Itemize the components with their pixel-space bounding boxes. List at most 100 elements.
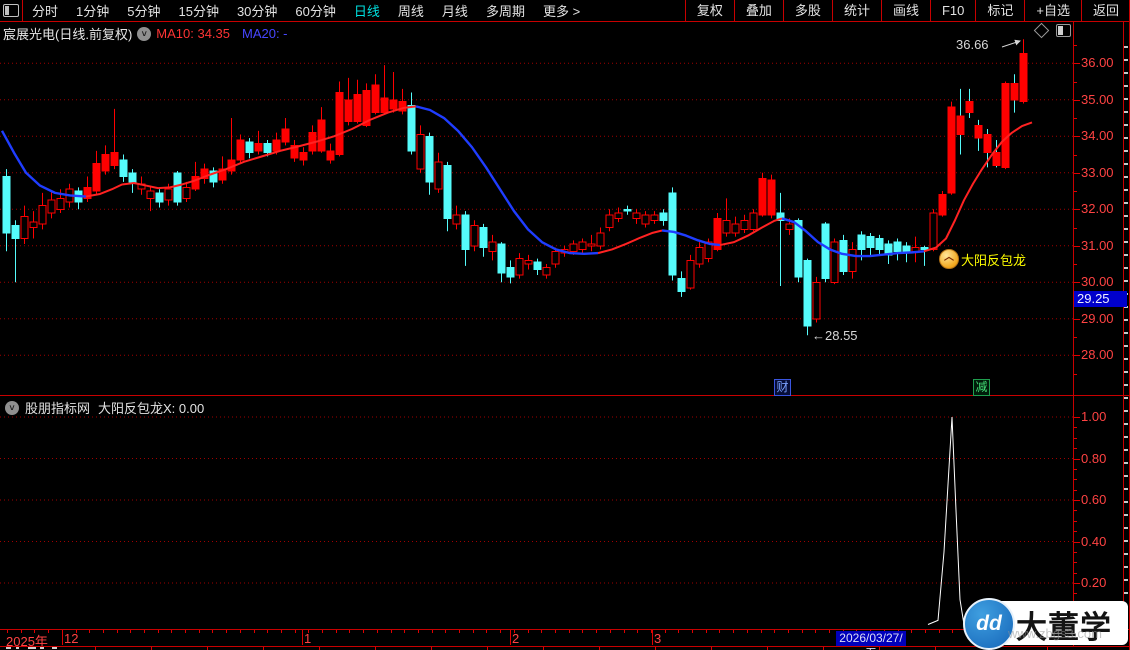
edge-strip-mark (1124, 553, 1128, 555)
sliver-tick (879, 647, 880, 650)
edge-separator (1123, 21, 1124, 629)
toolbar-button[interactable]: 标记 (975, 0, 1024, 21)
main-chart-canvas[interactable] (0, 21, 1075, 395)
indicator-tick-label: 1.00 (1081, 409, 1107, 424)
axis-separator (1073, 21, 1074, 646)
period-tab[interactable]: 日线 (353, 4, 380, 19)
date-tick (432, 630, 433, 633)
price-tick-label: 35.00 (1081, 91, 1114, 107)
edge-strip-mark (1124, 202, 1128, 204)
edge-strip-mark (1124, 345, 1128, 347)
period-tab[interactable]: 月线 (441, 4, 468, 19)
toolbar-button[interactable]: 叠加 (733, 0, 783, 21)
indicator-value: 大阳反包龙X: 0.00 (98, 401, 205, 416)
period-tab[interactable]: 周线 (397, 4, 424, 19)
edge-strip-mark (1124, 592, 1128, 594)
reduce-badge: 减 (973, 379, 990, 396)
edge-strip-mark (1124, 501, 1128, 503)
chevron-down-icon[interactable]: ˅ (5, 400, 19, 415)
date-tick (103, 630, 104, 633)
date-tick (281, 630, 282, 633)
toolbar-button[interactable]: 统计 (831, 0, 881, 21)
edge-strip-mark (1124, 319, 1128, 321)
period-tab[interactable]: 5分钟 (127, 4, 161, 19)
window-layout-button[interactable] (0, 0, 23, 21)
price-tick-label: 36.00 (1081, 55, 1114, 71)
date-tick (459, 630, 460, 633)
toolbar-button[interactable]: 返回 (1080, 0, 1130, 21)
price-minor-tick (1074, 373, 1077, 375)
price-tick-label: 32.00 (1081, 201, 1114, 217)
period-tab[interactable]: 1分钟 (76, 4, 110, 19)
period-tab[interactable]: 30分钟 (236, 4, 278, 19)
date-tick (240, 630, 241, 633)
date-tick (171, 630, 172, 633)
price-minor-tick (1074, 45, 1077, 47)
date-tick (555, 630, 556, 633)
period-tab[interactable]: 15分钟 (178, 4, 219, 19)
sliver-tick (375, 647, 376, 650)
date-tick (212, 630, 213, 633)
edge-strip-mark (1124, 124, 1128, 126)
period-tab[interactable]: 更多 > (542, 4, 581, 19)
date-tick (610, 630, 611, 633)
toolbar-button[interactable]: 复权 (684, 0, 734, 21)
month-label: 1 (304, 631, 312, 646)
period-tab[interactable]: 60分钟 (295, 4, 336, 19)
date-tick (254, 630, 255, 633)
date-tick (692, 630, 693, 633)
date-tick (199, 630, 200, 633)
price-tick (1074, 136, 1080, 138)
date-tick (651, 630, 652, 633)
price-tick-label: 29.00 (1081, 310, 1114, 326)
date-tick (541, 630, 542, 633)
ma10-value: MA10: 34.35 (156, 26, 230, 41)
date-tick (925, 630, 926, 633)
edge-strip-mark (1124, 189, 1128, 191)
date-tick (829, 630, 830, 633)
month-label: 12 (64, 631, 79, 646)
indicator-chart-canvas[interactable] (0, 395, 1075, 629)
toolbar-button[interactable]: 多股 (782, 0, 832, 21)
indicator-minor-tick (1074, 448, 1077, 450)
date-tick (911, 630, 912, 633)
chevron-down-icon[interactable]: ˅ (137, 26, 152, 41)
period-tab[interactable]: 多周期 (485, 4, 525, 19)
sliver-tick (319, 647, 320, 650)
price-minor-tick (1074, 154, 1077, 156)
edge-strip-mark (1124, 436, 1128, 438)
edge-strip-mark (1124, 150, 1128, 152)
date-tick (952, 630, 953, 633)
indicator-minor-tick (1074, 489, 1077, 491)
indicator-minor-tick (1074, 551, 1077, 553)
indicator-tick-label: 0.60 (1081, 492, 1107, 507)
date-tick (569, 630, 570, 633)
date-tick (637, 630, 638, 633)
price-tick (1074, 172, 1080, 174)
date-tick (445, 630, 446, 633)
split-pane-icon (3, 4, 19, 17)
indicator-tick-label: 0.20 (1081, 575, 1107, 590)
date-axis-border (0, 629, 1130, 630)
toolbar-button[interactable]: 画线 (880, 0, 930, 21)
toolbar-menu: 复权 叠加 多股 统计 画线 F10 标记 +自选 返回 (684, 0, 1130, 21)
indicator-tick (1074, 458, 1080, 460)
edge-strip-mark (1124, 462, 1128, 464)
diamond-marker-icon[interactable] (1033, 22, 1050, 39)
price-tick-label: 28.00 (1081, 347, 1114, 363)
panel-divider (0, 395, 1130, 396)
toolbar-button[interactable]: F10 (929, 0, 975, 21)
date-tick (62, 630, 63, 633)
pane-toggle-icon[interactable] (1056, 24, 1071, 37)
price-tick (1074, 318, 1080, 320)
clipped-text-fragment (6, 647, 11, 649)
golden-dragon-icon[interactable]: ︿ (939, 249, 959, 269)
indicator-tick (1074, 583, 1080, 584)
date-tick (582, 630, 583, 633)
toolbar-button[interactable]: +自选 (1024, 0, 1081, 21)
month-tick (652, 630, 653, 645)
edge-strip-mark (1124, 163, 1128, 165)
top-menubar: 分时 1分钟 5分钟 15分钟 30分钟 60分钟 日线 周线 月线 多周期 更多 > 复权 叠加 多股… (0, 0, 1130, 22)
period-tab[interactable]: 分时 (32, 4, 59, 19)
date-tick (295, 630, 296, 633)
